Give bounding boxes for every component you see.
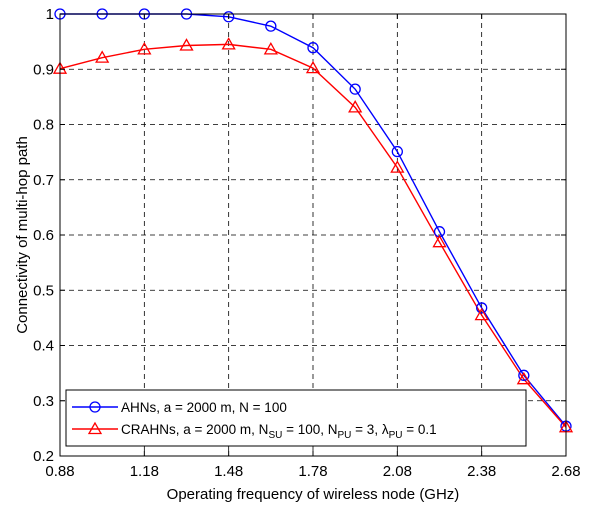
legend-entry-1-part: PU [389, 430, 403, 441]
legend-entry-1: CRAHNs, a = 2000 m, NSU = 100, NPU = 3, … [121, 422, 437, 441]
series-1-point [263, 42, 278, 55]
series-0-point [307, 42, 319, 54]
legend-entry-0-part: AHNs, a = 2000 m, N = 100 [121, 400, 287, 415]
series-0-point [476, 302, 488, 314]
y-tick-label: 1 [46, 6, 54, 23]
legend-box [65, 389, 527, 447]
x-tick-label: 1.78 [298, 463, 327, 480]
x-tick-label: 1.18 [130, 463, 159, 480]
y-tick-label: 0.3 [33, 393, 54, 410]
legend-entry-1-part: CRAHNs, a = 2000 m, N [121, 422, 268, 437]
legend-marker-0 [89, 401, 101, 413]
series-1-point [432, 234, 447, 248]
series-0-point [518, 369, 530, 381]
y-tick-label: 0.9 [33, 61, 54, 78]
series-0-point [349, 83, 361, 95]
series-1-point [221, 37, 236, 50]
series-0-point [391, 145, 403, 158]
series-0-point [265, 20, 277, 32]
x-tick-label: 2.68 [551, 463, 580, 480]
y-tick-label: 0.5 [33, 282, 54, 299]
legend-entry-1-part: = 0.1 [402, 422, 436, 437]
y-tick-label: 0.6 [33, 227, 54, 244]
y-tick-label: 0.4 [33, 338, 54, 355]
legend: AHNs, a = 2000 m, N = 100 CRAHNs, a = 200… [65, 389, 527, 447]
series-1-point [305, 60, 321, 74]
series-1-point [95, 50, 110, 63]
series-1-point [516, 371, 531, 385]
legend-entry-1-part: PU [338, 430, 352, 441]
legend-entry-1-part: = 100, N [282, 422, 337, 437]
y-tick-label: 0.8 [33, 117, 54, 134]
x-tick-label: 2.38 [467, 463, 496, 480]
y-tick-label: 0.7 [33, 172, 54, 189]
y-tick-label: 0.2 [33, 448, 54, 465]
series-1-line [59, 43, 567, 428]
legend-entry-1-part: = 3, λ [351, 422, 388, 437]
x-tick-label: 1.48 [214, 463, 243, 480]
series-1-point [179, 38, 194, 51]
legend-entry-1-part: SU [268, 430, 282, 441]
x-tick-label: 0.88 [45, 463, 74, 480]
x-tick-label: 2.08 [383, 463, 412, 480]
legend-marker-1 [87, 421, 103, 435]
x-axis-ticks: 0.88 1.18 1.48 1.78 2.08 2.38 2.68 [45, 14, 581, 480]
y-axis-ticks: 0.2 0.3 0.4 0.5 0.6 0.7 0.8 0.9 1 [33, 6, 566, 465]
series-0-point [223, 11, 235, 23]
series-1-point [137, 42, 152, 55]
series-1-point [390, 160, 405, 173]
series-1-point [474, 307, 489, 321]
y-axis-label: Connectivity of multi-hop path [14, 136, 31, 334]
series-1-point [348, 100, 363, 113]
legend-entry-0: AHNs, a = 2000 m, N = 100 [121, 400, 287, 415]
x-axis-label: Operating frequency of wireless node (GH… [167, 486, 460, 503]
grid [60, 14, 566, 456]
